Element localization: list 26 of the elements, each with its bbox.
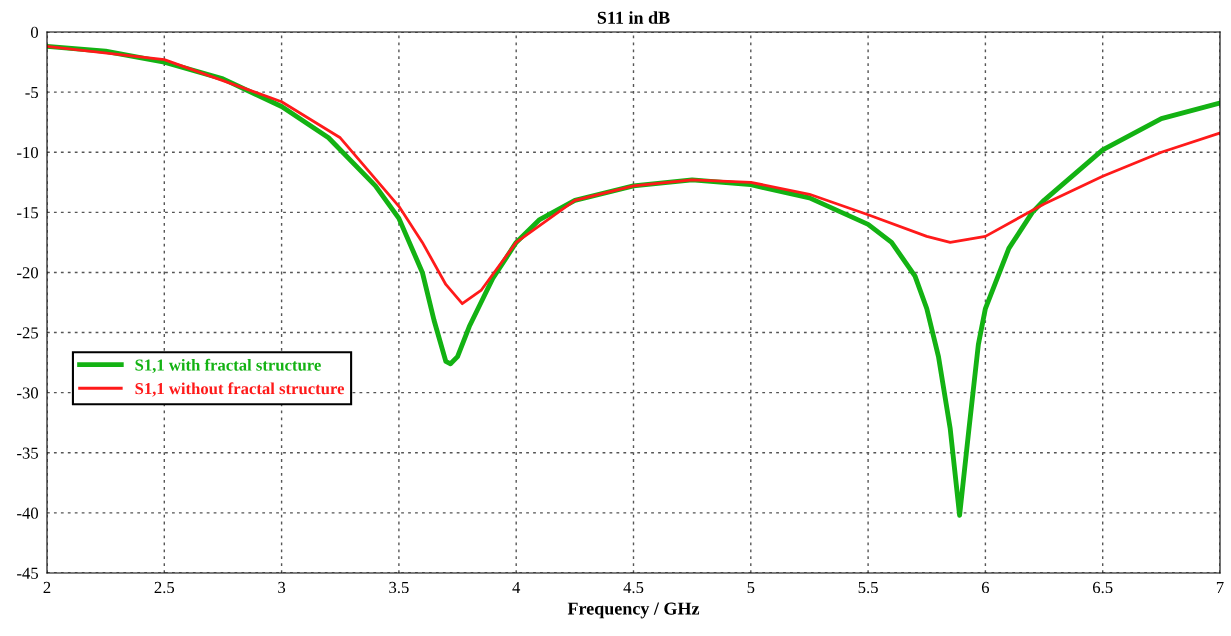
x-tick-label: 6 [981,581,990,594]
y-tick-label: -35 [17,447,39,459]
x-tick-label: 7 [1216,581,1224,593]
chart-title: S11 in dB [597,11,670,24]
x-tick-label: 4 [512,581,521,593]
y-tick-label: 0 [30,26,39,38]
x-tick-label: 5 [747,581,755,594]
y-tick-label: -5 [25,86,39,99]
x-tick-label: 2 [43,581,51,593]
x-axis-title: Frequency / GHz [567,602,700,619]
y-tick-label: -45 [17,567,39,579]
y-tick-label: -20 [17,267,39,279]
x-tick-label: 3.5 [389,581,409,594]
x-tick-label: 4.5 [623,581,644,594]
legend-label: S1,1 without fractal structure [135,382,345,397]
y-tick-label: -15 [17,207,39,219]
y-tick-label: -25 [17,327,39,339]
y-tick-label: -40 [17,507,39,519]
x-tick-label: 2.5 [154,581,175,594]
y-tick-label: -30 [17,387,39,399]
line-series [47,45,1220,306]
x-tick-label: 5.5 [858,581,878,594]
x-tick-label: 3 [278,581,286,594]
x-tick-label: 6.5 [1093,581,1113,594]
y-tick-label: -10 [17,146,39,159]
legend-label: S1,1 with fractal structure [135,358,321,374]
